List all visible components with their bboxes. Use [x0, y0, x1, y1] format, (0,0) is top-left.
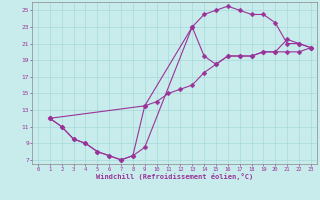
X-axis label: Windchill (Refroidissement éolien,°C): Windchill (Refroidissement éolien,°C): [96, 173, 253, 180]
